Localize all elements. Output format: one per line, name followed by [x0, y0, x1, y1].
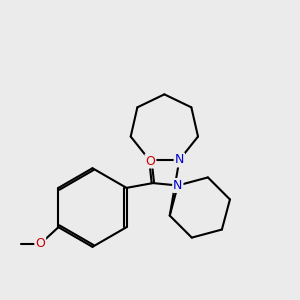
Text: N: N [173, 179, 182, 192]
Text: O: O [146, 154, 155, 167]
Text: N: N [175, 154, 184, 166]
Text: O: O [35, 238, 45, 250]
